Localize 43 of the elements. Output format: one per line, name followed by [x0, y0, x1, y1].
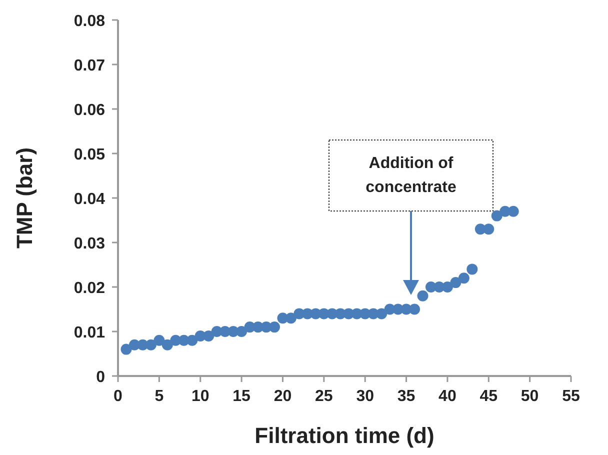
- point: [491, 210, 502, 222]
- annotation: Addition of concentrate: [366, 155, 456, 196]
- x-tick-label: 10: [191, 388, 210, 405]
- y-tick-label: 0.03: [74, 236, 106, 252]
- y-tick-label: 0.08: [74, 13, 106, 30]
- point: [203, 330, 214, 342]
- y-tick-label: 0.07: [74, 58, 106, 74]
- x-tick-label: 30: [356, 388, 374, 405]
- point: [508, 206, 519, 217]
- point: [120, 344, 132, 355]
- x-tick-label: 0: [114, 388, 123, 405]
- x-tick-label: 15: [232, 388, 251, 405]
- point: [483, 224, 494, 235]
- x-tick-label: 40: [438, 388, 456, 405]
- x-tick-label: 20: [274, 388, 292, 405]
- point: [458, 272, 470, 284]
- y-axis-title: TMP (bar): [12, 147, 37, 249]
- point: [154, 334, 165, 346]
- point: [466, 264, 478, 275]
- point: [268, 322, 280, 333]
- point: [442, 282, 453, 292]
- point: [285, 312, 296, 324]
- y-tick-label: 0.04: [74, 191, 106, 208]
- point: [145, 339, 156, 350]
- point: [186, 334, 198, 346]
- x-tick-label: 35: [397, 388, 416, 405]
- x-tick-label: 5: [154, 388, 164, 405]
- y-tick-label: 0.02: [74, 280, 106, 297]
- point: [417, 290, 428, 302]
- x-tick-label: 55: [562, 388, 580, 405]
- y-tick-label: 0: [96, 369, 106, 386]
- x-tick-label: 50: [520, 388, 539, 405]
- y-tick-label: 0.06: [74, 102, 106, 119]
- point: [409, 304, 420, 315]
- x-tick-label: 25: [315, 388, 333, 405]
- point: [236, 326, 248, 337]
- y-tick-label: 0.05: [74, 146, 106, 164]
- point: [162, 339, 173, 350]
- y-tick-label: 0.01: [74, 324, 106, 342]
- x-tick-label: 45: [480, 388, 498, 405]
- x-axis-title: Filtration time (d): [254, 423, 434, 448]
- point: [450, 277, 462, 288]
- point: [376, 308, 388, 320]
